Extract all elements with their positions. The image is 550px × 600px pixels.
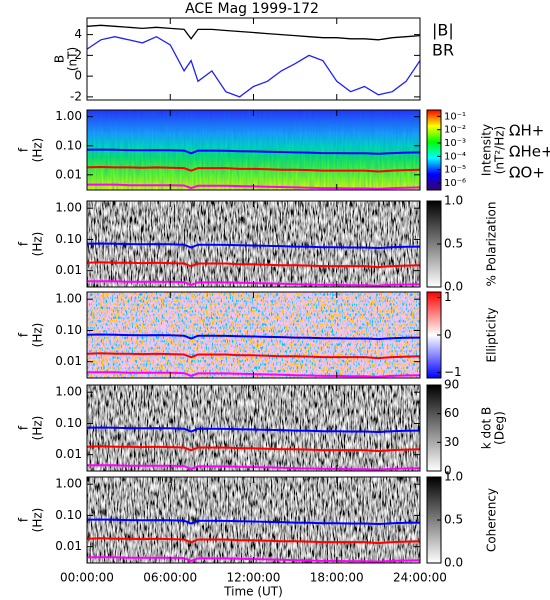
x-axis-label: Time (UT): [223, 585, 283, 599]
series-line: [87, 464, 420, 471]
chart-title: ACE Mag 1999-172: [185, 1, 319, 17]
x-tick-label: 12:00:00: [227, 571, 281, 585]
y-axis-label: (nT): [66, 47, 80, 71]
x-tick-label: 24:00:00: [393, 571, 447, 585]
y-axis-label: f: [17, 147, 31, 152]
y-axis-label: f: [17, 332, 31, 337]
y-axis-label: (Hz): [31, 508, 45, 533]
y-tick-label: 0.01: [55, 263, 82, 277]
y-tick-label: 0.01: [55, 447, 82, 461]
y-axis-label: B: [53, 55, 67, 63]
y-tick-label: 1.00: [55, 109, 82, 123]
colorbar-tick-label: 0.0: [444, 280, 463, 294]
colorbar-tick-label: 1.0: [444, 194, 463, 208]
colorbar-label: Ellipticity: [485, 308, 499, 363]
colorbar-label: (nT²/Hz): [493, 126, 507, 174]
series-line: [87, 518, 420, 526]
colorbar-tick-label: 10⁻⁵: [444, 165, 466, 176]
y-axis-label: f: [17, 517, 31, 522]
x-tick-label: 06:00:00: [143, 571, 197, 585]
y-tick-label: 0.10: [55, 508, 82, 522]
y-tick-label: 4: [74, 27, 82, 41]
series-line: [87, 537, 420, 545]
y-tick-label: 0.10: [55, 323, 82, 337]
legend-entry: |B|: [432, 21, 454, 40]
y-axis-label: (Hz): [31, 323, 45, 348]
colorbar-tick-label: 0.0: [444, 556, 463, 570]
colorbar: [426, 384, 442, 472]
y-tick-label: 0.01: [55, 354, 82, 368]
colorbar-tick-label: 0: [444, 328, 452, 342]
colorbar-label: (Deg): [493, 411, 507, 445]
series-line: [87, 333, 420, 341]
y-tick-label: 1.00: [55, 201, 82, 215]
series-line: [87, 183, 420, 190]
colorbar-label: Intensity: [480, 124, 494, 176]
y-tick-label: 2: [74, 48, 82, 62]
colorbar-label: k dot B: [480, 407, 494, 449]
plot-frame: [86, 17, 421, 101]
colorbar-tick-label: 1.0: [444, 470, 463, 484]
y-axis-label: (Hz): [31, 232, 45, 257]
series-line: [87, 556, 420, 563]
colorbar-tick-label: −1: [444, 365, 462, 379]
y-tick-label: 0: [74, 69, 82, 83]
y-axis-label: f: [17, 425, 31, 430]
y-tick-label: 1.00: [55, 385, 82, 399]
colorbar-label: % Polarization: [485, 202, 499, 287]
colorbar-tick-label: 10⁻²: [444, 125, 466, 136]
y-tick-label: -2: [70, 89, 82, 103]
colorbar-label: Coherency: [485, 488, 499, 552]
colorbar-tick-label: 10⁻⁴: [444, 151, 466, 162]
series-line: [87, 24, 420, 41]
colorbar-tick-label: 10⁻¹: [444, 111, 466, 122]
colorbar-tick-label: 0: [444, 464, 452, 478]
y-tick-label: 0.10: [55, 416, 82, 430]
colorbar: [426, 109, 442, 191]
legend-entry: BR: [432, 41, 454, 60]
legend-entry: ΩH+: [509, 122, 544, 140]
legend-entry: ΩHe+: [509, 143, 550, 161]
colorbar-tick-label: 0.5: [444, 237, 463, 251]
series-line: [87, 280, 420, 287]
series-line: [87, 165, 420, 173]
y-axis-label: (Hz): [31, 138, 45, 163]
y-tick-label: 0.10: [55, 232, 82, 246]
series-line: [87, 426, 420, 434]
colorbar-tick-label: 30: [444, 435, 459, 449]
series-line: [87, 261, 420, 269]
y-tick-label: 1.00: [55, 477, 82, 491]
series-line: [87, 352, 420, 360]
x-tick-label: 18:00:00: [310, 571, 364, 585]
series-line: [87, 35, 420, 98]
colorbar-tick-label: 0.5: [444, 513, 463, 527]
series-line: [87, 371, 420, 378]
legend-entry: ΩO+: [509, 164, 545, 182]
y-tick-label: 0.01: [55, 539, 82, 553]
series-line: [87, 242, 420, 250]
y-tick-label: 0.01: [55, 167, 82, 181]
y-axis-label: (Hz): [31, 416, 45, 441]
series-line: [87, 148, 420, 155]
y-axis-label: f: [17, 241, 31, 246]
colorbar-tick-label: 60: [444, 406, 459, 420]
colorbar-tick-label: 10⁻³: [444, 138, 466, 149]
series-line: [87, 445, 420, 453]
y-tick-label: 1.00: [55, 292, 82, 306]
x-tick-label: 00:00:00: [60, 571, 114, 585]
colorbar-tick-label: 1: [444, 290, 452, 304]
colorbar-tick-label: 10⁻⁶: [444, 178, 466, 189]
colorbar-tick-label: 90: [444, 378, 459, 392]
y-tick-label: 0.10: [55, 138, 82, 152]
